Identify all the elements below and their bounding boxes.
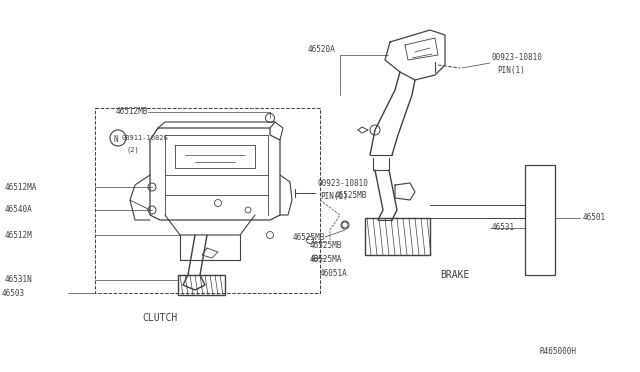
Text: 46512MA: 46512MA xyxy=(5,183,37,192)
Text: 46520A: 46520A xyxy=(307,45,335,55)
Text: 46525MB: 46525MB xyxy=(310,241,342,250)
Bar xyxy=(178,275,225,295)
Text: 46512MB: 46512MB xyxy=(116,108,148,116)
Text: 46051A: 46051A xyxy=(320,269,348,278)
Text: (2): (2) xyxy=(127,147,140,153)
Text: 46525MB: 46525MB xyxy=(335,190,367,199)
Text: 46540A: 46540A xyxy=(5,205,33,215)
Text: BRAKE: BRAKE xyxy=(440,270,469,280)
Text: PIN(1): PIN(1) xyxy=(497,65,525,74)
Bar xyxy=(95,108,320,293)
Text: 46501: 46501 xyxy=(583,214,606,222)
Bar xyxy=(525,165,555,275)
Text: 00923-10810: 00923-10810 xyxy=(492,54,543,62)
Text: 46531N: 46531N xyxy=(5,276,33,285)
Text: 46531: 46531 xyxy=(492,224,515,232)
Text: CLUTCH: CLUTCH xyxy=(142,313,178,323)
Text: 46525MB: 46525MB xyxy=(292,232,325,241)
Text: N: N xyxy=(114,135,118,144)
Text: PIN(1): PIN(1) xyxy=(320,192,348,201)
Text: R465000H: R465000H xyxy=(540,347,577,356)
Bar xyxy=(365,218,430,255)
Text: 46525MA: 46525MA xyxy=(310,256,342,264)
Text: 46503: 46503 xyxy=(2,289,25,298)
Text: 00923-10810: 00923-10810 xyxy=(317,179,368,187)
Text: 46512M: 46512M xyxy=(5,231,33,240)
Text: 08911-1082G: 08911-1082G xyxy=(121,135,168,141)
